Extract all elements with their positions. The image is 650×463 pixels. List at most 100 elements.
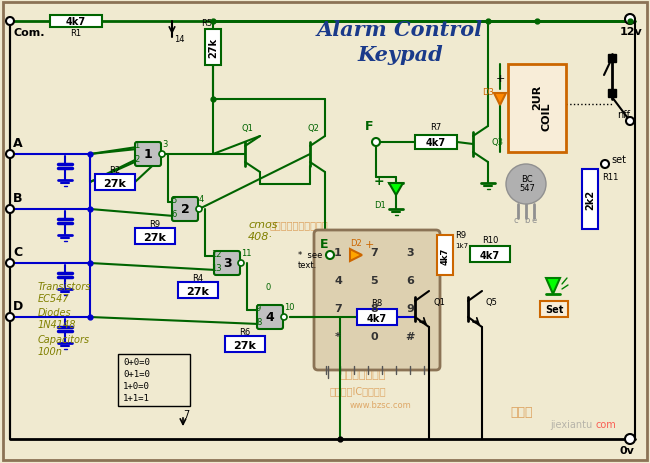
Text: 4k7: 4k7 — [66, 17, 86, 27]
Text: 3: 3 — [406, 247, 414, 257]
Text: 5: 5 — [370, 275, 378, 285]
Text: +: + — [374, 175, 385, 188]
Text: b: b — [524, 216, 529, 225]
Text: 4k7: 4k7 — [426, 138, 446, 148]
Bar — [608, 55, 616, 63]
Polygon shape — [389, 184, 403, 195]
Text: 100n: 100n — [38, 346, 63, 356]
Polygon shape — [494, 94, 506, 106]
Circle shape — [372, 139, 380, 147]
Text: 7: 7 — [183, 409, 189, 419]
Bar — [135, 229, 175, 244]
Circle shape — [626, 118, 634, 126]
Text: R9: R9 — [150, 219, 161, 229]
Text: 27k: 27k — [103, 179, 127, 188]
Text: COIL: COIL — [542, 102, 552, 131]
Text: +: + — [496, 74, 506, 84]
FancyBboxPatch shape — [314, 231, 440, 370]
Text: 6: 6 — [171, 210, 176, 219]
Text: 4: 4 — [199, 194, 204, 204]
Circle shape — [6, 313, 14, 321]
Text: 0+1=0: 0+1=0 — [123, 369, 150, 378]
Bar — [205, 30, 221, 66]
Bar — [608, 90, 616, 98]
Text: www.bzsc.com: www.bzsc.com — [350, 400, 411, 409]
Text: 4: 4 — [266, 311, 274, 324]
Text: R10: R10 — [482, 236, 498, 244]
FancyBboxPatch shape — [257, 305, 283, 329]
FancyBboxPatch shape — [214, 251, 240, 275]
Text: Diodes: Diodes — [38, 307, 72, 317]
Text: *  see: * see — [298, 250, 322, 259]
Text: 11: 11 — [241, 249, 252, 257]
Text: 27k: 27k — [233, 340, 257, 350]
Text: EC547: EC547 — [38, 294, 70, 303]
Text: Alarm Control: Alarm Control — [317, 20, 483, 40]
Text: 0v: 0v — [620, 445, 635, 455]
Text: C: C — [13, 245, 22, 258]
Text: 3: 3 — [223, 257, 231, 270]
Text: Capacitors: Capacitors — [38, 334, 90, 344]
Text: 0: 0 — [265, 282, 270, 291]
Text: R9: R9 — [455, 231, 466, 239]
Text: 9: 9 — [406, 303, 414, 313]
Text: 13: 13 — [211, 263, 222, 272]
Text: set: set — [611, 155, 626, 165]
FancyBboxPatch shape — [135, 143, 161, 167]
Bar — [357, 309, 397, 325]
Text: D1: D1 — [374, 200, 385, 210]
Text: 仓库电子市场网: 仓库电子市场网 — [340, 369, 386, 379]
Text: 0+0=0: 0+0=0 — [123, 357, 150, 366]
Text: BC: BC — [521, 175, 532, 184]
Circle shape — [6, 150, 14, 159]
Text: jiexiantu: jiexiantu — [550, 419, 592, 429]
Text: 1N4148: 1N4148 — [38, 319, 77, 329]
Circle shape — [281, 314, 287, 320]
Text: 2UR: 2UR — [532, 84, 542, 109]
Text: 杭州择睿科技有限公司: 杭州择睿科技有限公司 — [270, 219, 329, 230]
Bar — [470, 246, 510, 263]
Text: R8: R8 — [371, 298, 383, 307]
Text: 27k: 27k — [187, 287, 209, 296]
Text: 1+0=0: 1+0=0 — [123, 381, 150, 390]
Bar — [508, 65, 566, 153]
Text: 12: 12 — [211, 250, 222, 258]
Polygon shape — [546, 278, 560, 294]
FancyBboxPatch shape — [172, 198, 198, 221]
Text: 27k: 27k — [208, 38, 218, 58]
Text: text.: text. — [298, 260, 317, 269]
Text: 1: 1 — [134, 141, 139, 150]
Text: Keypad: Keypad — [357, 45, 443, 65]
Text: 6: 6 — [406, 275, 414, 285]
Text: R2: R2 — [109, 166, 120, 175]
Text: c: c — [514, 216, 519, 225]
Text: 4: 4 — [334, 275, 342, 285]
Text: 1: 1 — [144, 148, 152, 161]
Text: Set: Set — [545, 304, 563, 314]
Text: R11: R11 — [602, 173, 618, 181]
Text: 14: 14 — [174, 35, 185, 44]
Circle shape — [196, 206, 202, 213]
Circle shape — [601, 161, 609, 169]
Text: F: F — [365, 120, 374, 133]
Text: cmos: cmos — [248, 219, 278, 230]
Text: 接线图: 接线图 — [510, 405, 532, 418]
Text: e: e — [532, 216, 538, 225]
Circle shape — [238, 260, 244, 266]
Text: 10: 10 — [284, 302, 294, 311]
Text: Q2: Q2 — [307, 124, 319, 133]
Bar — [437, 236, 453, 275]
Text: Q3: Q3 — [491, 138, 503, 147]
Circle shape — [506, 165, 546, 205]
Text: D3: D3 — [482, 88, 494, 97]
Text: 1k7: 1k7 — [455, 243, 468, 249]
Text: Q1: Q1 — [242, 124, 254, 133]
Polygon shape — [350, 250, 362, 262]
Bar — [225, 336, 265, 352]
Text: 5: 5 — [171, 195, 176, 205]
Bar — [50, 16, 102, 28]
Text: 8: 8 — [370, 303, 378, 313]
Bar — [415, 136, 457, 150]
Text: 4k7: 4k7 — [480, 250, 500, 260]
Circle shape — [326, 251, 334, 259]
